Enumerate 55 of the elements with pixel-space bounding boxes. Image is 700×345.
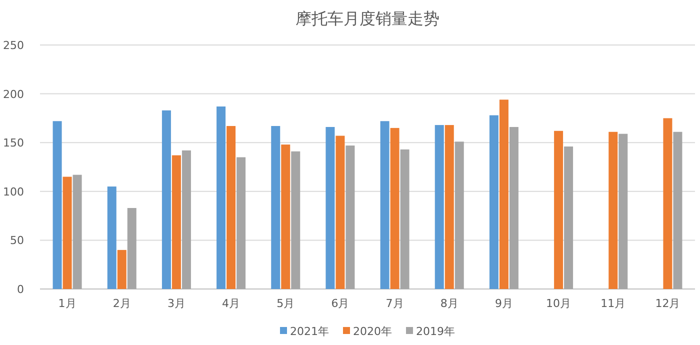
x-tick-label: 6月 <box>331 297 350 310</box>
x-tick-label: 4月 <box>222 297 240 310</box>
legend-label: 2019年 <box>416 325 455 338</box>
y-tick-label: 250 <box>3 39 24 52</box>
x-tick-label: 7月 <box>386 297 404 310</box>
bar <box>291 151 300 289</box>
bar <box>127 208 136 289</box>
x-tick-label: 8月 <box>440 297 458 310</box>
x-tick-label: 12月 <box>655 297 680 310</box>
legend-label: 2021年 <box>290 325 329 338</box>
bar <box>618 134 628 289</box>
bar <box>400 149 410 289</box>
bar <box>434 125 444 289</box>
bar <box>326 126 335 289</box>
bar <box>673 132 682 289</box>
y-tick-label: 150 <box>3 136 24 150</box>
bar <box>390 128 400 289</box>
legend-label: 2020年 <box>353 325 392 338</box>
bar <box>182 150 191 289</box>
bar <box>554 130 564 289</box>
bar <box>509 126 518 289</box>
bar <box>608 132 618 289</box>
bar <box>346 146 355 289</box>
bar <box>489 115 498 289</box>
bar <box>162 110 171 289</box>
bar <box>281 144 290 289</box>
x-tick-label: 10月 <box>546 297 572 310</box>
x-tick-label: 1月 <box>58 297 76 310</box>
bar <box>564 146 574 289</box>
bar <box>107 186 116 289</box>
bar <box>380 121 390 289</box>
bar <box>499 100 508 289</box>
bar <box>454 142 464 289</box>
y-tick-label: 100 <box>3 185 24 198</box>
bar <box>216 106 226 289</box>
bar <box>72 174 82 289</box>
bar <box>336 136 345 289</box>
bar <box>236 157 246 289</box>
y-tick-label: 50 <box>10 234 24 248</box>
x-tick-label: 5月 <box>276 297 295 310</box>
bar <box>663 118 672 289</box>
x-tick-label: 9月 <box>494 297 513 310</box>
bar <box>226 126 236 289</box>
bar <box>444 125 454 289</box>
y-tick-label: 0 <box>17 283 24 296</box>
bar <box>52 121 62 289</box>
bar <box>117 250 126 289</box>
chart-title: 摩托车月度销量走势 <box>296 9 440 28</box>
bar <box>62 176 72 289</box>
x-tick-label: 11月 <box>600 297 626 310</box>
x-tick-label: 3月 <box>167 297 186 310</box>
bar <box>271 126 280 289</box>
bar <box>172 155 181 289</box>
y-tick-label: 200 <box>3 88 24 101</box>
x-tick-label: 2月 <box>112 297 131 310</box>
